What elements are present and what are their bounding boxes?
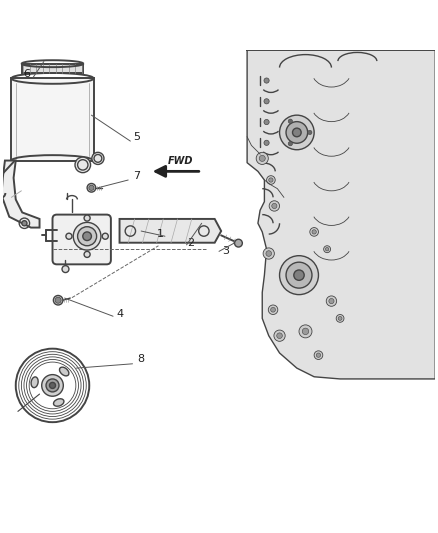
FancyBboxPatch shape <box>53 215 111 264</box>
Circle shape <box>235 239 242 247</box>
Polygon shape <box>120 219 221 243</box>
Circle shape <box>310 228 318 236</box>
Circle shape <box>264 78 269 83</box>
Circle shape <box>302 328 309 335</box>
Text: 7: 7 <box>133 171 141 181</box>
Circle shape <box>336 314 344 322</box>
Circle shape <box>53 295 63 305</box>
Circle shape <box>316 353 321 357</box>
Circle shape <box>84 215 90 221</box>
Circle shape <box>269 178 273 182</box>
Circle shape <box>49 382 56 389</box>
Polygon shape <box>247 50 435 379</box>
Circle shape <box>326 296 337 306</box>
Circle shape <box>307 130 312 135</box>
Circle shape <box>263 248 274 259</box>
Circle shape <box>266 251 272 256</box>
Circle shape <box>264 99 269 104</box>
Circle shape <box>299 325 312 338</box>
Text: 5: 5 <box>133 132 140 142</box>
Circle shape <box>92 152 104 165</box>
Circle shape <box>272 204 277 208</box>
Circle shape <box>274 330 285 341</box>
Circle shape <box>259 155 265 161</box>
Circle shape <box>288 142 293 146</box>
Text: 1: 1 <box>157 229 164 239</box>
Circle shape <box>78 227 97 246</box>
Circle shape <box>89 185 94 190</box>
Circle shape <box>312 230 316 234</box>
Circle shape <box>329 298 334 304</box>
Text: 2: 2 <box>187 238 194 248</box>
Circle shape <box>73 222 101 250</box>
Circle shape <box>268 305 278 314</box>
Circle shape <box>42 375 64 396</box>
Circle shape <box>293 128 301 137</box>
Circle shape <box>102 233 108 239</box>
Circle shape <box>286 122 307 143</box>
Circle shape <box>294 270 304 280</box>
Circle shape <box>277 333 283 338</box>
Circle shape <box>87 183 96 192</box>
Circle shape <box>264 119 269 125</box>
Circle shape <box>264 140 269 146</box>
Text: FWD: FWD <box>167 156 193 166</box>
Circle shape <box>66 233 72 239</box>
Circle shape <box>75 157 91 173</box>
Circle shape <box>338 317 342 320</box>
Circle shape <box>279 115 314 150</box>
Circle shape <box>288 119 293 123</box>
Text: 4: 4 <box>116 309 123 319</box>
Circle shape <box>279 256 318 295</box>
Circle shape <box>55 297 61 303</box>
Circle shape <box>271 308 276 312</box>
Circle shape <box>22 221 27 226</box>
Ellipse shape <box>31 377 38 387</box>
Circle shape <box>84 252 90 257</box>
Polygon shape <box>1 160 39 228</box>
Circle shape <box>267 176 275 184</box>
Circle shape <box>269 201 279 211</box>
Text: 3: 3 <box>222 246 229 256</box>
Circle shape <box>83 232 92 240</box>
Ellipse shape <box>60 367 69 376</box>
Ellipse shape <box>53 399 64 406</box>
Circle shape <box>325 247 329 251</box>
Circle shape <box>46 379 59 392</box>
Bar <box>22 63 83 73</box>
Circle shape <box>286 262 312 288</box>
Bar <box>11 78 94 160</box>
Text: 8: 8 <box>138 354 145 365</box>
Circle shape <box>324 246 331 253</box>
Text: 6: 6 <box>23 69 30 79</box>
Circle shape <box>256 152 268 165</box>
Circle shape <box>314 351 323 359</box>
Circle shape <box>62 265 69 272</box>
